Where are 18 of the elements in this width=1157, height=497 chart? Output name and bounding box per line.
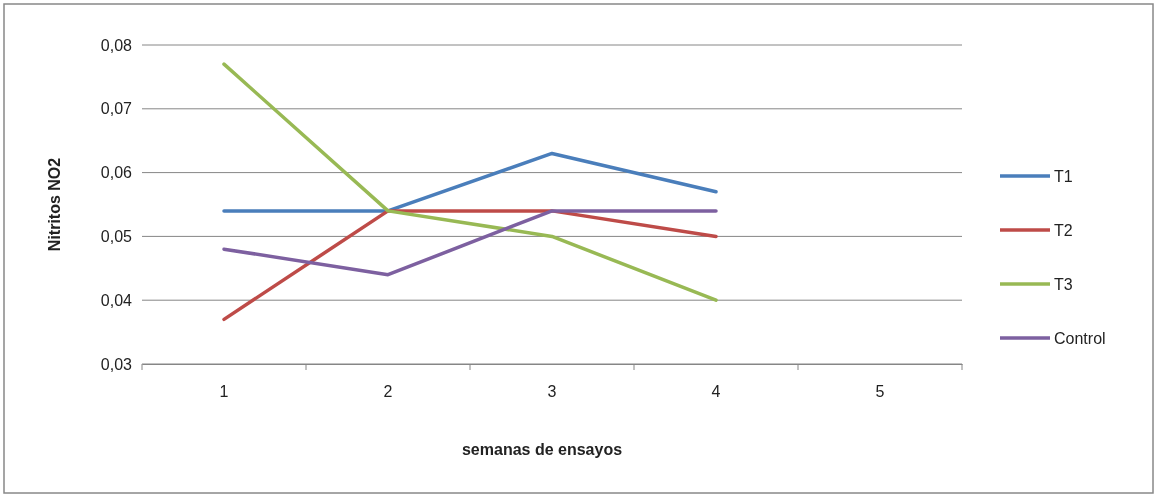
y-tick-label: 0,04 — [100, 291, 133, 309]
y-tick-label: 0,06 — [100, 164, 133, 182]
x-axis-title: semanas de ensayos — [461, 441, 623, 458]
x-tick-label: 3 — [547, 383, 557, 401]
x-tick-label: 4 — [711, 383, 721, 401]
legend-label: T2 — [1054, 222, 1073, 239]
line-series — [222, 62, 718, 302]
y-axis-title: Nitritos NO2 — [46, 157, 63, 252]
y-tick-label: 0,08 — [100, 36, 133, 54]
y-tick-label: 0,07 — [100, 100, 133, 118]
legend-label: T1 — [1054, 168, 1073, 185]
x-tick-label: 5 — [875, 383, 885, 401]
x-tick-label: 1 — [219, 383, 229, 401]
legend-label: T3 — [1054, 276, 1073, 293]
y-tick-label: 0,05 — [100, 228, 133, 246]
y-tick-label: 0,03 — [100, 355, 133, 373]
x-tick-label: 2 — [383, 383, 393, 401]
legend-label: Control — [1054, 330, 1106, 347]
